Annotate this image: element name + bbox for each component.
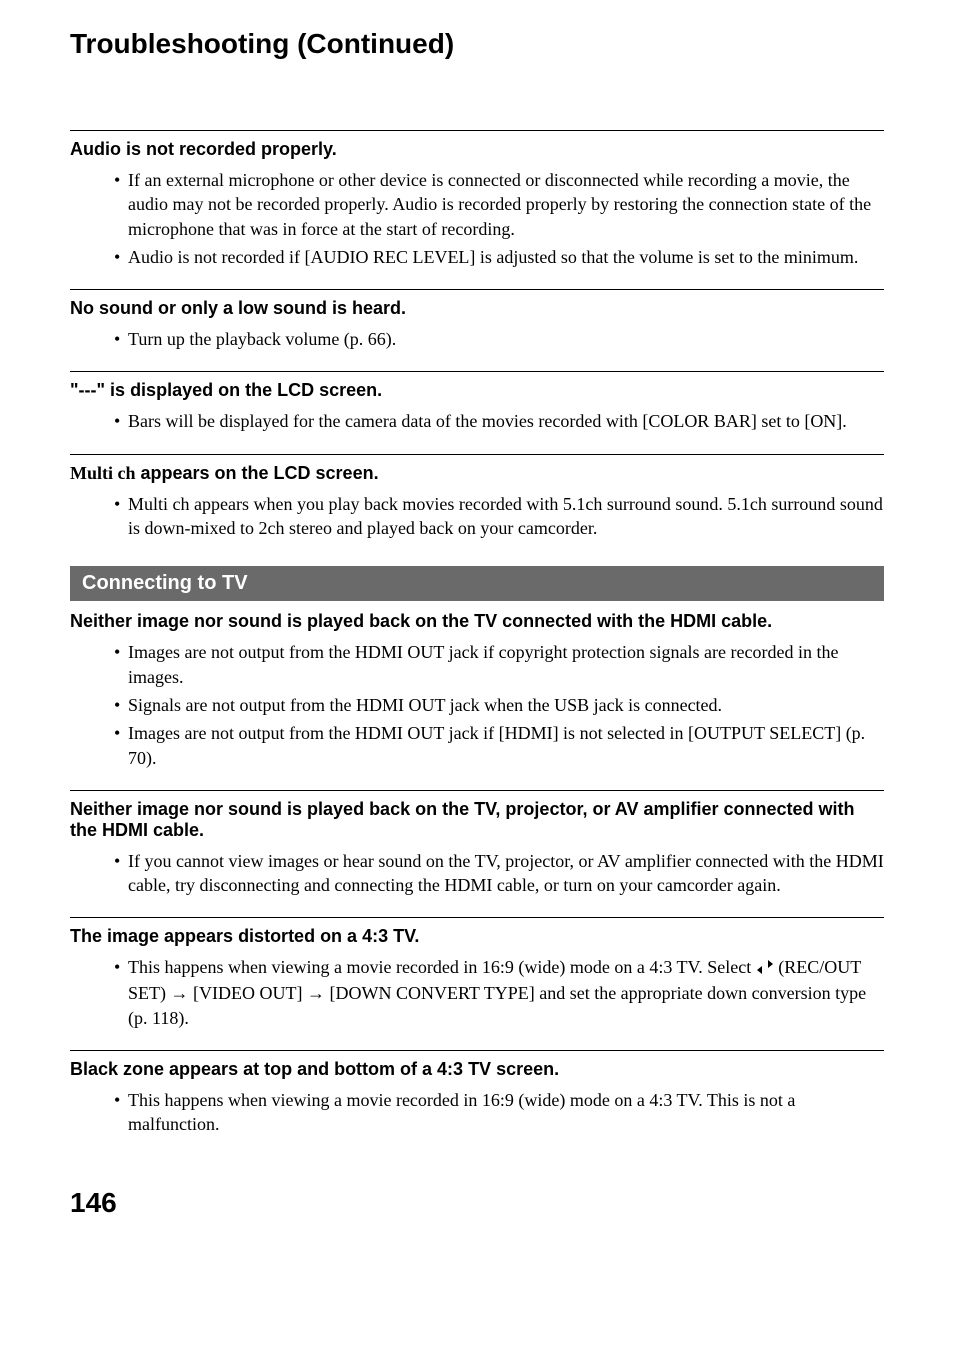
section-multich: Multi ch appears on the LCD screen. Mult… — [70, 454, 884, 541]
bullet-list: Images are not output from the HDMI OUT … — [114, 640, 884, 769]
section-heading: Audio is not recorded properly. — [70, 139, 884, 160]
section-heading: "---" is displayed on the LCD screen. — [70, 380, 884, 401]
list-item: If an external microphone or other devic… — [114, 168, 884, 241]
section-heading: Black zone appears at top and bottom of … — [70, 1059, 884, 1080]
section-heading: No sound or only a low sound is heard. — [70, 298, 884, 319]
list-item: Images are not output from the HDMI OUT … — [114, 640, 884, 689]
section-distorted-43: The image appears distorted on a 4:3 TV.… — [70, 917, 884, 1030]
section-black-zone: Black zone appears at top and bottom of … — [70, 1050, 884, 1137]
section-no-sound: No sound or only a low sound is heard. T… — [70, 289, 884, 351]
select-arrows-icon — [756, 957, 774, 981]
heading-text: appears on the LCD screen. — [136, 463, 379, 483]
page-number: 146 — [70, 1187, 884, 1219]
section-tv-hdmi: Neither image nor sound is played back o… — [70, 611, 884, 769]
bullet-list: This happens when viewing a movie record… — [114, 955, 884, 1030]
body-text: This happens when viewing a movie record… — [128, 957, 756, 977]
list-item: Images are not output from the HDMI OUT … — [114, 721, 884, 770]
list-item: Audio is not recorded if [AUDIO REC LEVE… — [114, 245, 884, 269]
bullet-list: This happens when viewing a movie record… — [114, 1088, 884, 1137]
bullet-list: If you cannot view images or hear sound … — [114, 849, 884, 898]
multich-icon: Multi ch — [70, 463, 136, 483]
list-item: If you cannot view images or hear sound … — [114, 849, 884, 898]
section-heading: Multi ch appears on the LCD screen. — [70, 463, 884, 484]
section-tv-projector: Neither image nor sound is played back o… — [70, 790, 884, 898]
list-item: This happens when viewing a movie record… — [114, 955, 884, 1030]
page-content: Troubleshooting (Continued) Audio is not… — [0, 0, 954, 1259]
list-item: Turn up the playback volume (p. 66). — [114, 327, 884, 351]
list-item: This happens when viewing a movie record… — [114, 1088, 884, 1137]
bullet-list: Bars will be displayed for the camera da… — [114, 409, 884, 433]
section-heading: The image appears distorted on a 4:3 TV. — [70, 926, 884, 947]
section-dashes-lcd: "---" is displayed on the LCD screen. Ba… — [70, 371, 884, 433]
bullet-list: Turn up the playback volume (p. 66). — [114, 327, 884, 351]
multich-icon: Multi ch — [128, 494, 190, 514]
bullet-list: Multi ch appears when you play back movi… — [114, 492, 884, 541]
list-item: Signals are not output from the HDMI OUT… — [114, 693, 884, 717]
section-heading: Neither image nor sound is played back o… — [70, 799, 884, 841]
bullet-list: If an external microphone or other devic… — [114, 168, 884, 269]
section-heading: Neither image nor sound is played back o… — [70, 611, 884, 632]
section-audio-not-recorded: Audio is not recorded properly. If an ex… — [70, 130, 884, 269]
body-text: appears when you play back movies record… — [128, 494, 883, 538]
list-item: Multi ch appears when you play back movi… — [114, 492, 884, 541]
list-item: Bars will be displayed for the camera da… — [114, 409, 884, 433]
chapter-title: Troubleshooting (Continued) — [70, 28, 884, 60]
category-bar-connecting-tv: Connecting to TV — [70, 566, 884, 601]
